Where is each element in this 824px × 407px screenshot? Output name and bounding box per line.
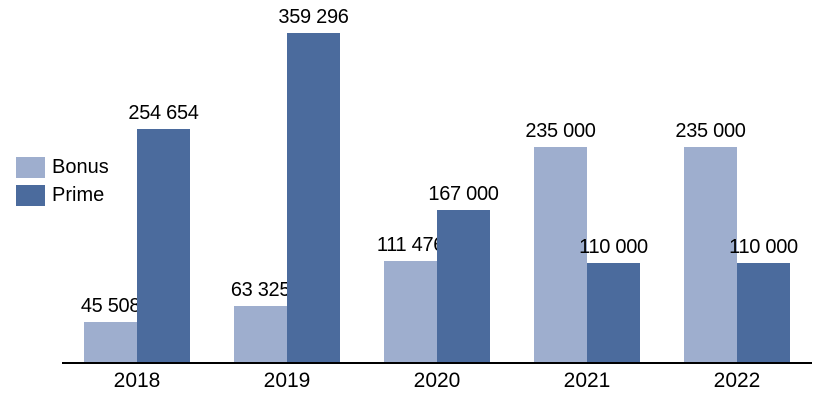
bar-label-prime-2022: 110 000 bbox=[729, 236, 798, 258]
legend-label-bonus: Bonus bbox=[52, 156, 109, 178]
bar-label-bonus-2018: 45 508 bbox=[80, 295, 141, 317]
bar-label-prime-2021: 110 000 bbox=[579, 236, 648, 258]
bar-label-bonus-2021: 235 000 bbox=[525, 120, 596, 142]
x-tick-label-2018: 2018 bbox=[113, 369, 161, 392]
bar-label-bonus-2020: 111 476 bbox=[376, 234, 445, 256]
bar-prime-2021 bbox=[587, 263, 640, 364]
x-axis-line bbox=[62, 362, 812, 364]
bar-bonus-2019 bbox=[234, 306, 287, 364]
bar-bonus-2021 bbox=[534, 147, 587, 364]
legend-item-bonus: Bonus bbox=[16, 156, 109, 178]
plot-area: 45 508 254 654 63 325 359 296 111 476 167 000… bbox=[80, 6, 798, 364]
legend-swatch-bonus bbox=[16, 157, 45, 178]
bar-bonus-2018 bbox=[84, 322, 137, 364]
x-tick-label-2019: 2019 bbox=[263, 369, 311, 392]
x-tick-label-2021: 2021 bbox=[563, 369, 611, 392]
bar-label-bonus-2019: 63 325 bbox=[230, 279, 291, 301]
x-tick-label-2022: 2022 bbox=[713, 369, 761, 392]
bar-prime-2018 bbox=[137, 129, 190, 364]
legend-item-prime: Prime bbox=[16, 184, 109, 206]
x-tick-label-2020: 2020 bbox=[413, 369, 461, 392]
bar-label-prime-2018: 254 654 bbox=[128, 102, 199, 124]
bar-prime-2019 bbox=[287, 33, 340, 364]
legend-swatch-prime bbox=[16, 185, 45, 206]
legend-label-prime: Prime bbox=[52, 184, 105, 206]
bar-bonus-2022 bbox=[684, 147, 737, 364]
bar-prime-2022 bbox=[737, 263, 790, 364]
bar-label-prime-2019: 359 296 bbox=[278, 6, 349, 28]
bar-bonus-2020 bbox=[384, 261, 437, 364]
legend: Bonus Prime bbox=[16, 156, 109, 213]
x-axis-labels: 2018 2019 2020 2021 2022 bbox=[0, 368, 824, 398]
bar-label-bonus-2022: 235 000 bbox=[675, 120, 746, 142]
bar-label-prime-2020: 167 000 bbox=[428, 183, 499, 205]
bar-prime-2020 bbox=[437, 210, 490, 364]
